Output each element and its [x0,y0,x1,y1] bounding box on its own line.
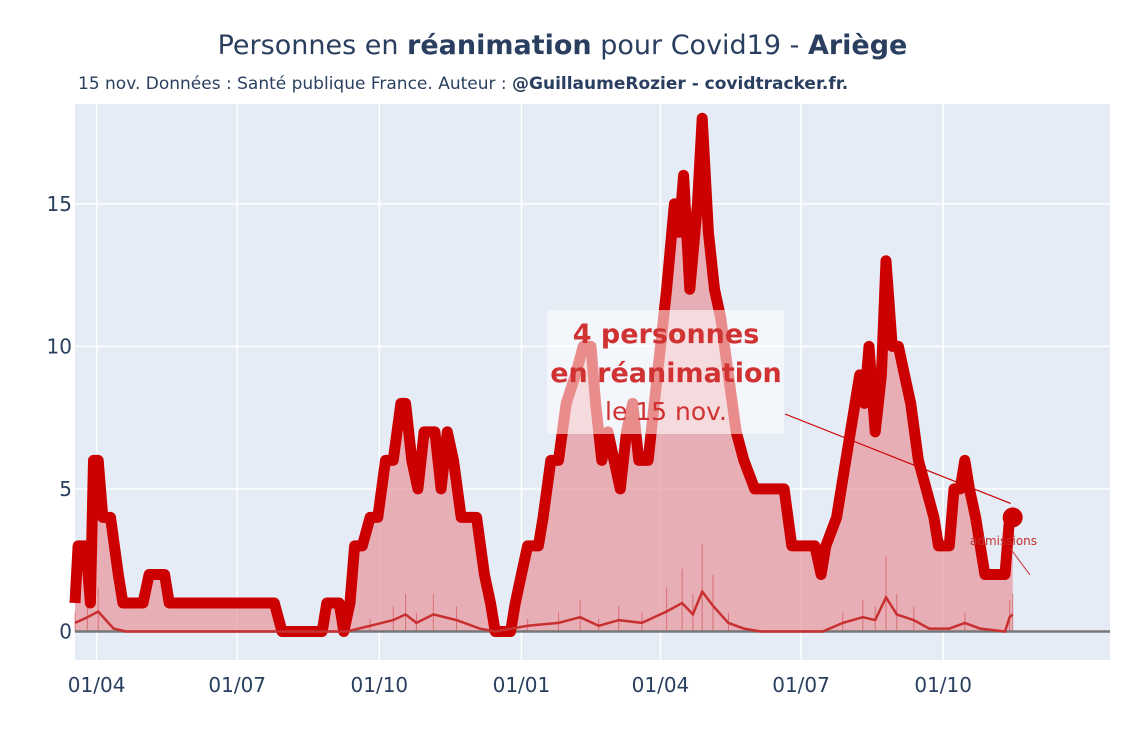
annotation-box [547,310,784,434]
reanimation-area [75,118,1013,632]
last-value-marker [1002,507,1023,528]
y-tick-labels: 0 5 10 15 [47,192,72,644]
y-tick-label-0: 0 [59,619,72,643]
x-tick-label-5: 01/07 [772,673,830,697]
x-tick-label-4: 01/04 [632,673,690,697]
annotation-line-1: 4 personnes [573,319,760,350]
x-tick-labels: 01/04 01/07 01/10 01/01 01/04 01/07 01/10 [68,673,972,697]
y-tick-label-5: 5 [59,477,72,501]
y-tick-label-10: 10 [47,334,72,358]
x-tick-label-0: 01/04 [68,673,126,697]
x-tick-label-2: 01/10 [351,673,409,697]
reanimation-line [69,112,1016,637]
annotation-line-3: le 15 nov. [605,397,727,426]
x-tick-label-6: 01/10 [914,673,972,697]
x-tick-label-1: 01/07 [208,673,266,697]
admissions-label: admissions [970,534,1037,548]
annotation-line-2: en réanimation [550,358,782,389]
y-tick-label-15: 15 [47,192,72,216]
annotation-arrow [784,413,1011,504]
chart-subtitle: 15 nov. Données : Santé publique France.… [78,74,849,94]
admissions-pointer [1009,547,1031,576]
x-tick-label-3: 01/01 [493,673,551,697]
chart-title: Personnes en réanimation pour Covid19 - … [217,30,908,61]
admissions-line [74,589,1014,633]
